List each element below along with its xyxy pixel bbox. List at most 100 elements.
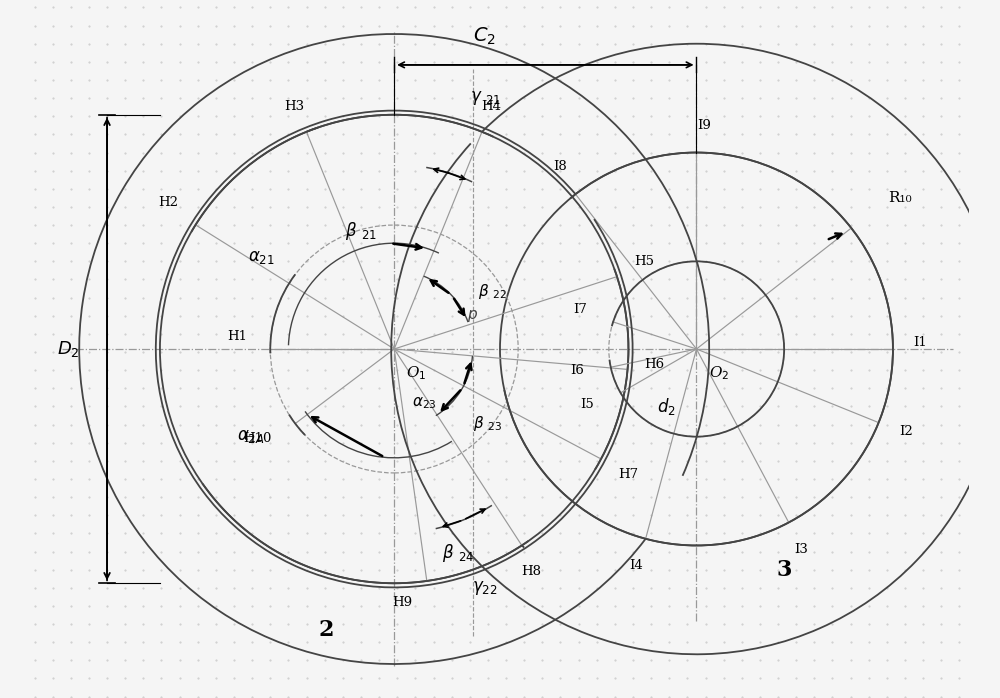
Point — [534, 510, 550, 521]
Point — [625, 491, 641, 503]
Point — [262, 255, 278, 267]
Point — [262, 582, 278, 593]
Point — [897, 183, 913, 194]
Point — [843, 491, 859, 503]
Point — [8, 111, 24, 122]
Point — [933, 419, 949, 430]
Point — [389, 528, 405, 539]
Point — [988, 111, 1000, 122]
Point — [63, 528, 79, 539]
Point — [716, 292, 732, 303]
Point — [498, 111, 514, 122]
Point — [8, 655, 24, 666]
Point — [262, 219, 278, 230]
Point — [661, 473, 677, 484]
Point — [280, 255, 296, 267]
Point — [806, 2, 822, 13]
Point — [734, 455, 750, 466]
Point — [27, 274, 43, 285]
Point — [698, 274, 714, 285]
Text: $p$: $p$ — [467, 308, 478, 324]
Point — [752, 237, 768, 248]
Point — [262, 691, 278, 698]
Point — [806, 655, 822, 666]
Point — [190, 383, 206, 394]
Point — [353, 364, 369, 376]
Point — [244, 57, 260, 68]
Point — [462, 473, 478, 484]
Point — [933, 600, 949, 611]
Point — [843, 38, 859, 50]
Point — [317, 310, 333, 321]
Point — [625, 219, 641, 230]
Point — [824, 455, 840, 466]
Point — [607, 147, 623, 158]
Point — [407, 346, 423, 357]
Point — [480, 364, 496, 376]
Point — [770, 364, 786, 376]
Point — [571, 147, 587, 158]
Point — [625, 147, 641, 158]
Point — [353, 618, 369, 630]
Point — [99, 75, 115, 86]
Point — [244, 346, 260, 357]
Point — [625, 201, 641, 212]
Point — [172, 310, 188, 321]
Point — [951, 328, 967, 339]
Point — [153, 600, 169, 611]
Point — [27, 419, 43, 430]
Point — [226, 75, 242, 86]
Point — [117, 455, 133, 466]
Point — [643, 20, 659, 31]
Point — [8, 93, 24, 104]
Point — [135, 364, 151, 376]
Point — [444, 546, 460, 557]
Point — [589, 292, 605, 303]
Point — [951, 455, 967, 466]
Point — [299, 691, 315, 698]
Point — [970, 455, 986, 466]
Point — [552, 546, 568, 557]
Point — [806, 618, 822, 630]
Point — [462, 75, 478, 86]
Point — [516, 618, 532, 630]
Point — [643, 75, 659, 86]
Point — [135, 383, 151, 394]
Point — [897, 111, 913, 122]
Point — [172, 346, 188, 357]
Point — [571, 546, 587, 557]
Point — [607, 691, 623, 698]
Point — [752, 510, 768, 521]
Point — [824, 473, 840, 484]
Point — [552, 93, 568, 104]
Point — [27, 75, 43, 86]
Point — [879, 491, 895, 503]
Point — [190, 255, 206, 267]
Text: $C_2$: $C_2$ — [473, 25, 496, 47]
Point — [444, 38, 460, 50]
Point — [843, 183, 859, 194]
Point — [317, 455, 333, 466]
Point — [770, 618, 786, 630]
Point — [371, 673, 387, 684]
Point — [933, 437, 949, 448]
Point — [244, 183, 260, 194]
Point — [752, 2, 768, 13]
Point — [280, 473, 296, 484]
Point — [81, 473, 97, 484]
Point — [843, 219, 859, 230]
Point — [498, 346, 514, 357]
Point — [679, 691, 695, 698]
Point — [589, 655, 605, 666]
Point — [371, 346, 387, 357]
Point — [262, 637, 278, 648]
Point — [625, 346, 641, 357]
Point — [970, 201, 986, 212]
Point — [353, 673, 369, 684]
Point — [698, 419, 714, 430]
Point — [117, 491, 133, 503]
Point — [951, 582, 967, 593]
Point — [788, 346, 804, 357]
Point — [480, 600, 496, 611]
Point — [480, 564, 496, 575]
